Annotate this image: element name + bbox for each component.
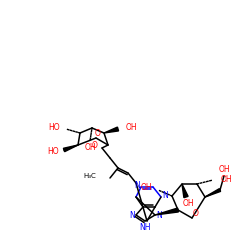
Text: N: N — [162, 192, 168, 200]
Text: OH: OH — [218, 166, 230, 174]
Text: OH: OH — [84, 144, 96, 152]
Text: OH: OH — [182, 200, 194, 208]
Text: H₃C: H₃C — [83, 173, 96, 179]
Polygon shape — [104, 127, 118, 133]
Polygon shape — [182, 184, 188, 198]
Text: N: N — [134, 182, 140, 190]
Text: N: N — [156, 212, 162, 220]
Text: HO: HO — [48, 148, 59, 156]
Text: O: O — [95, 128, 101, 138]
Text: OH: OH — [126, 124, 138, 132]
Polygon shape — [205, 189, 221, 197]
Polygon shape — [64, 145, 78, 152]
Text: HO: HO — [48, 122, 60, 132]
Text: N: N — [129, 212, 135, 220]
Polygon shape — [155, 208, 178, 215]
Text: NH: NH — [139, 222, 151, 232]
Text: O: O — [193, 210, 199, 218]
Text: OH: OH — [221, 174, 232, 184]
Text: O: O — [91, 142, 97, 150]
Text: OH: OH — [140, 184, 152, 192]
